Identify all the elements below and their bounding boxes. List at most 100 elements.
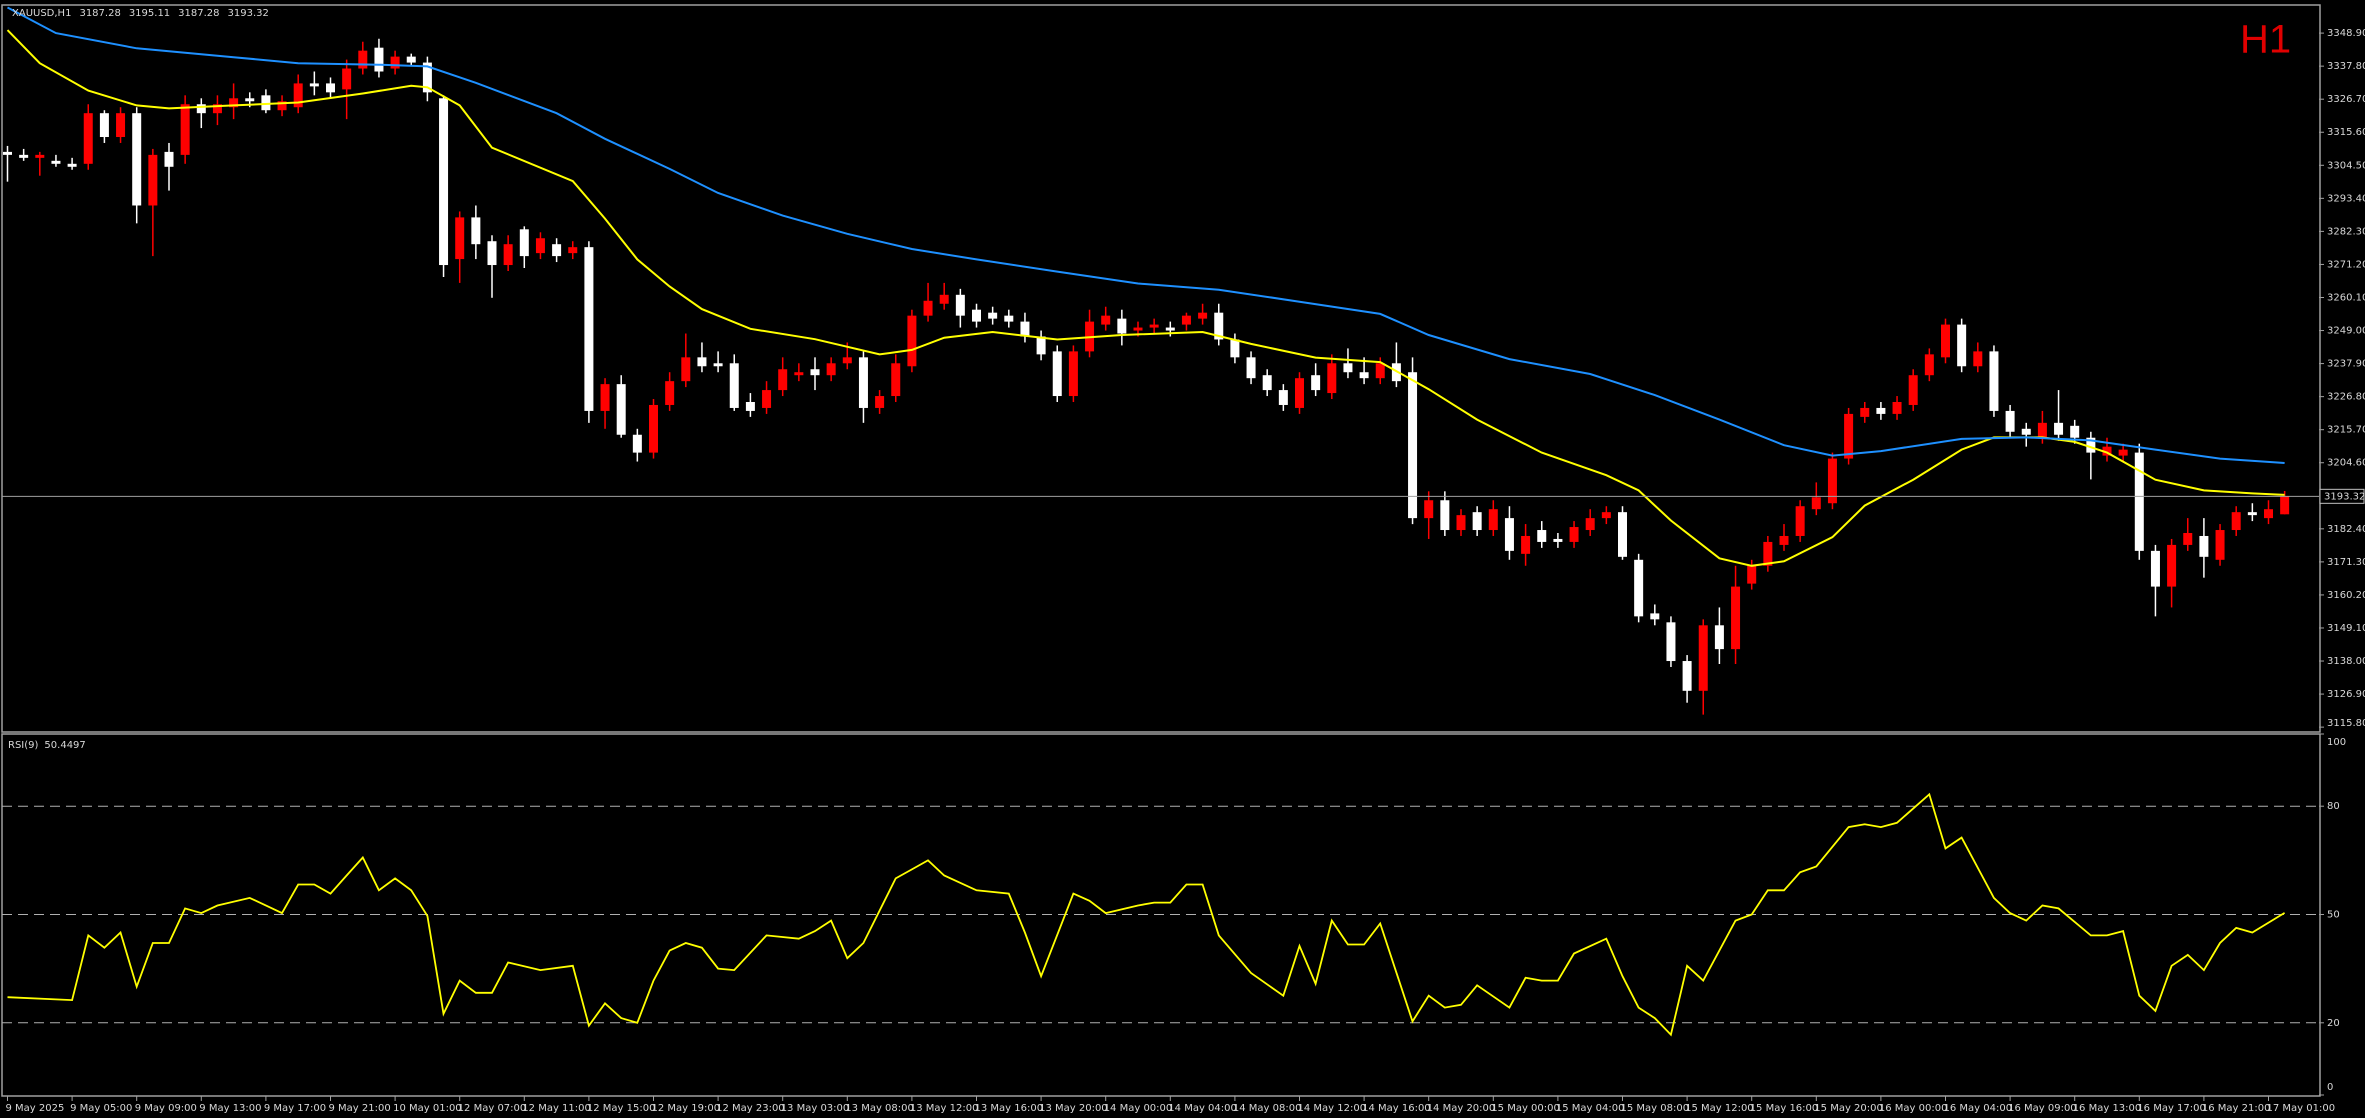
x-tick-label: 15 May 16:00: [1750, 1103, 1819, 1114]
candle-body: [2102, 446, 2112, 456]
candle-body: [1343, 363, 1353, 373]
candle-body: [1989, 351, 1999, 411]
x-tick-label: 9 May 13:00: [199, 1103, 261, 1114]
candle-body: [1424, 500, 1434, 519]
candle-body: [51, 160, 61, 164]
candle-body: [1795, 506, 1805, 536]
candle-body: [1811, 497, 1821, 510]
candle-body: [923, 300, 933, 316]
candle-body: [2215, 530, 2225, 560]
candle-body: [1117, 318, 1127, 334]
x-tick-label: 12 May 15:00: [587, 1103, 656, 1114]
candle-body: [1698, 625, 1708, 691]
candle-body: [132, 113, 142, 206]
candle-body: [1149, 324, 1159, 328]
y-tick-label: 20: [2327, 1018, 2340, 1029]
chart-header: XAUUSD,H1 3187.28 3195.11 3187.28 3193.32: [12, 8, 269, 19]
candle-body: [729, 363, 739, 408]
candle-body: [616, 384, 626, 435]
candle-body: [1068, 351, 1078, 397]
candle-body: [1666, 622, 1676, 662]
x-tick-label: 17 May 01:00: [2267, 1103, 2336, 1114]
candle-body: [972, 309, 981, 322]
candle-body: [1133, 327, 1143, 331]
x-tick-label: 9 May 05:00: [70, 1103, 132, 1114]
candle-body: [858, 357, 868, 408]
candle-body: [649, 404, 658, 453]
candle-body: [2037, 422, 2047, 438]
y-tick-label: 3271.20: [2327, 259, 2365, 270]
candle-body: [535, 238, 545, 254]
candle-body: [229, 98, 239, 108]
x-tick-label: 15 May 00:00: [1491, 1103, 1560, 1114]
candle-body: [212, 104, 222, 114]
candle-body: [2264, 509, 2273, 519]
candle-body: [116, 113, 126, 138]
candle-body: [568, 247, 578, 254]
candle-body: [1504, 518, 1514, 551]
y-tick-label: 3348.90: [2327, 28, 2365, 39]
y-tick-label: 3293.40: [2327, 193, 2365, 204]
candle-body: [891, 363, 901, 397]
y-tick-label: 3237.90: [2327, 359, 2365, 370]
x-tick-label: 13 May 12:00: [910, 1103, 979, 1114]
candle-body: [1327, 363, 1337, 394]
y-tick-label: 3226.80: [2327, 392, 2365, 403]
candle-body: [1924, 354, 1934, 376]
candle-body: [2199, 535, 2209, 557]
candle-body: [1892, 401, 1902, 414]
y-tick-label: 3315.60: [2327, 127, 2365, 138]
candle-body: [2134, 452, 2144, 551]
candle-body: [374, 47, 384, 72]
candle-body: [277, 101, 287, 111]
x-tick-label: 15 May 12:00: [1685, 1103, 1754, 1114]
rsi-header: RSI(9) 50.4497: [8, 740, 86, 751]
candle-body: [1779, 535, 1789, 545]
candle-body: [681, 357, 691, 382]
y-tick-label: 100: [2327, 737, 2346, 748]
candle-body: [164, 151, 174, 167]
candle-body: [745, 401, 755, 411]
x-tick-label: 9 May 21:00: [329, 1103, 391, 1114]
candle-body: [2118, 449, 2128, 456]
candle-body: [810, 369, 820, 376]
x-tick-label: 12 May 07:00: [458, 1103, 527, 1114]
candle-body: [1569, 527, 1579, 542]
candle-body: [1585, 518, 1595, 531]
candle-body: [1036, 336, 1046, 355]
candle-body: [1537, 530, 1547, 542]
candle-body: [35, 154, 45, 158]
candle-body: [1359, 372, 1369, 379]
x-tick-label: 16 May 09:00: [2008, 1103, 2077, 1114]
candle-body: [1488, 509, 1498, 531]
candle-body: [1375, 363, 1385, 379]
candle-body: [762, 390, 772, 408]
y-tick-label: 3126.90: [2327, 689, 2365, 700]
candle-body: [1553, 538, 1563, 542]
candle-body: [390, 56, 400, 69]
candle-body: [261, 95, 271, 111]
x-tick-label: 12 May 19:00: [652, 1103, 721, 1114]
y-tick-label: 3182.40: [2327, 524, 2365, 535]
candle-body: [907, 315, 917, 367]
candle-body: [794, 372, 804, 376]
y-tick-label: 3260.10: [2327, 292, 2365, 303]
candle-body: [939, 294, 949, 304]
ohlc-value: 3187.28: [178, 8, 219, 19]
candle-body: [1714, 625, 1724, 650]
candle-body: [342, 68, 352, 90]
candle-body: [1860, 407, 1870, 417]
candle-body: [519, 229, 529, 257]
candle-body: [455, 217, 465, 260]
candle-body: [471, 217, 481, 245]
symbol: XAUUSD,H1: [12, 8, 71, 19]
x-tick-label: 15 May 20:00: [1814, 1103, 1883, 1114]
indicator-name: RSI(9): [8, 740, 39, 751]
candle-body: [1618, 512, 1627, 557]
main-panel-frame: [1, 4, 2321, 733]
candle-body: [1763, 541, 1773, 566]
x-tick-label: 13 May 03:00: [781, 1103, 850, 1114]
candle-body: [988, 312, 998, 319]
candle-body: [552, 244, 562, 257]
